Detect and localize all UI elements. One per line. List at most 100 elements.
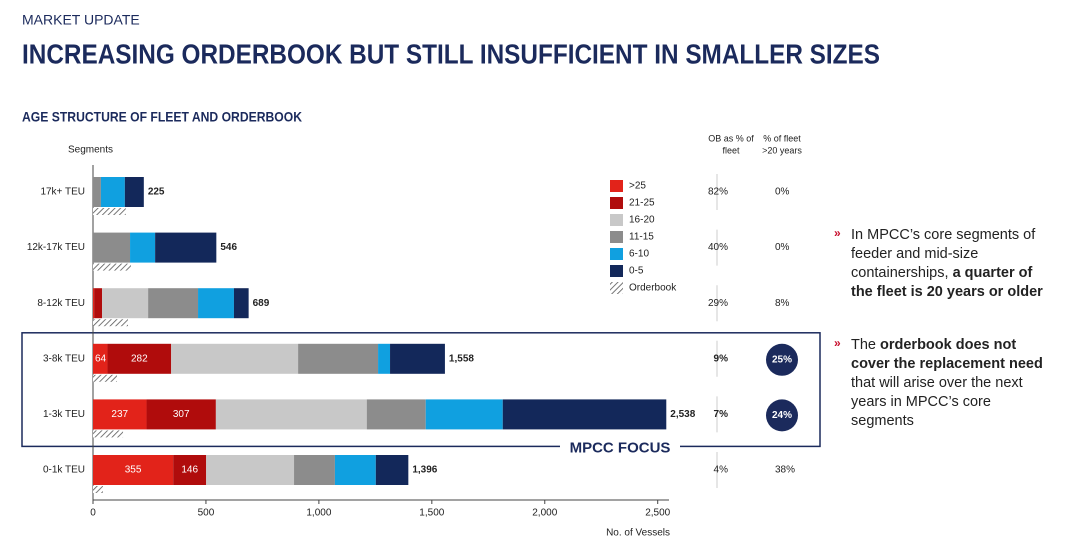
bar-segment — [378, 343, 391, 374]
bar-segment — [124, 177, 144, 207]
segment-label: 355 — [125, 465, 142, 476]
y-label: Segments — [68, 145, 113, 156]
bar-segment — [425, 399, 503, 430]
legend-label: 6-10 — [629, 249, 649, 260]
legend-swatch — [610, 214, 623, 226]
orderbook-bar — [93, 374, 117, 382]
y-tick-label: 8-12k TEU — [37, 298, 85, 309]
bar-segment — [93, 288, 95, 319]
x-tick-label: 2,000 — [532, 508, 557, 519]
legend-swatch — [610, 265, 623, 277]
column-value: 4% — [714, 465, 729, 476]
total-label: 225 — [148, 187, 165, 198]
column-header: fleet — [722, 145, 740, 155]
segment-label: 146 — [181, 465, 198, 476]
highlight-circle — [766, 343, 798, 376]
x-tick-label: 2,500 — [645, 508, 670, 519]
bar-segment — [206, 455, 295, 485]
x-tick-label: 0 — [90, 508, 96, 519]
bullet-text: years in MPCC’s core — [851, 394, 991, 410]
column-value: 7% — [714, 409, 729, 420]
bar-segment — [366, 399, 426, 430]
segment-label: 237 — [111, 409, 128, 420]
bar-segment — [334, 455, 376, 485]
x-label: No. of Vessels — [606, 528, 670, 539]
bar-segment — [198, 288, 234, 319]
bar-segment — [233, 288, 249, 319]
y-tick-label: 17k+ TEU — [40, 187, 85, 198]
bar-segment — [298, 343, 379, 374]
bullet-line: years in MPCC’s core — [851, 394, 991, 410]
highlight-circle — [766, 399, 798, 432]
bar-segment — [390, 343, 445, 374]
bar-segment — [155, 232, 217, 263]
column-value: 9% — [714, 353, 729, 364]
segment-label: 64 — [95, 353, 107, 364]
legend-label: 21-25 — [629, 198, 655, 209]
bar-segment — [173, 455, 207, 485]
bar-segment — [171, 343, 299, 374]
legend-label: 0-5 — [629, 266, 644, 277]
bullet-line: that will arise over the next — [851, 375, 1023, 391]
bullet-text: orderbook does not — [880, 337, 1016, 353]
bullet-text: a quarter of — [953, 265, 1033, 281]
column-header: >20 years — [762, 145, 802, 155]
column-value: 8% — [775, 298, 790, 309]
bar-segment — [93, 343, 108, 374]
column-value: 0% — [775, 242, 790, 253]
total-label: 1,558 — [449, 353, 474, 364]
bullet-text: feeder and mid-size — [851, 246, 978, 262]
focus-gap — [560, 443, 680, 450]
bar-segment — [107, 343, 172, 374]
segment-label: 307 — [173, 409, 190, 420]
bar-segment — [102, 288, 149, 319]
orderbook-bar — [93, 263, 131, 271]
y-tick-label: 0-1k TEU — [43, 465, 85, 476]
bullet-line: cover the replacement need — [851, 356, 1043, 372]
column-header: % of fleet — [763, 133, 801, 143]
segment-label: 282 — [131, 353, 148, 364]
column-value: 82% — [708, 187, 728, 198]
y-tick-label: 12k-17k TEU — [27, 242, 85, 253]
y-tick-label: 1-3k TEU — [43, 409, 85, 420]
bar-segment — [93, 455, 174, 485]
total-label: 2,538 — [670, 409, 695, 420]
chart-title: AGE STRUCTURE OF FLEET AND ORDERBOOK — [22, 109, 302, 125]
column-value: 38% — [775, 465, 795, 476]
bar-segment — [94, 288, 103, 319]
bar-segment — [100, 177, 125, 207]
bullet-marker: » — [834, 226, 841, 240]
bullet-line: feeder and mid-size — [851, 246, 978, 262]
legend-swatch — [610, 180, 623, 192]
column-value: 24% — [772, 410, 792, 421]
column-value: 0% — [775, 187, 790, 198]
bullet-text: In MPCC’s core segments of — [851, 227, 1036, 243]
bullet-text: segments — [851, 413, 914, 429]
orderbook-bar — [93, 486, 103, 493]
total-label: 1,396 — [412, 465, 437, 476]
bullet-text: containerships, — [851, 265, 953, 281]
bullet-text: that will arise over the next — [851, 375, 1023, 391]
x-tick-label: 1,000 — [306, 508, 331, 519]
bar-segment — [294, 455, 335, 485]
orderbook-bar — [93, 208, 126, 215]
bar-segment — [93, 232, 131, 263]
title: INCREASING ORDERBOOK BUT STILL INSUFFICI… — [22, 38, 880, 69]
kicker: MARKET UPDATE — [22, 12, 140, 28]
bullet-line: containerships, a quarter of — [851, 265, 1032, 281]
bullet-line: segments — [851, 413, 914, 429]
bullet-line: the fleet is 20 years or older — [851, 284, 1043, 300]
legend-label: 11-15 — [629, 232, 654, 243]
column-value: 40% — [708, 242, 728, 253]
legend-label: >25 — [629, 181, 646, 192]
bar-segment — [146, 399, 216, 430]
column-value: 25% — [772, 354, 792, 365]
legend-swatch — [610, 282, 623, 294]
x-tick-label: 1,500 — [419, 508, 444, 519]
orderbook-bar — [93, 430, 124, 438]
bullet-line: The orderbook does not — [851, 337, 1016, 353]
total-label: 546 — [220, 242, 237, 253]
column-value: 29% — [708, 298, 728, 309]
bullet-marker: » — [834, 336, 841, 350]
